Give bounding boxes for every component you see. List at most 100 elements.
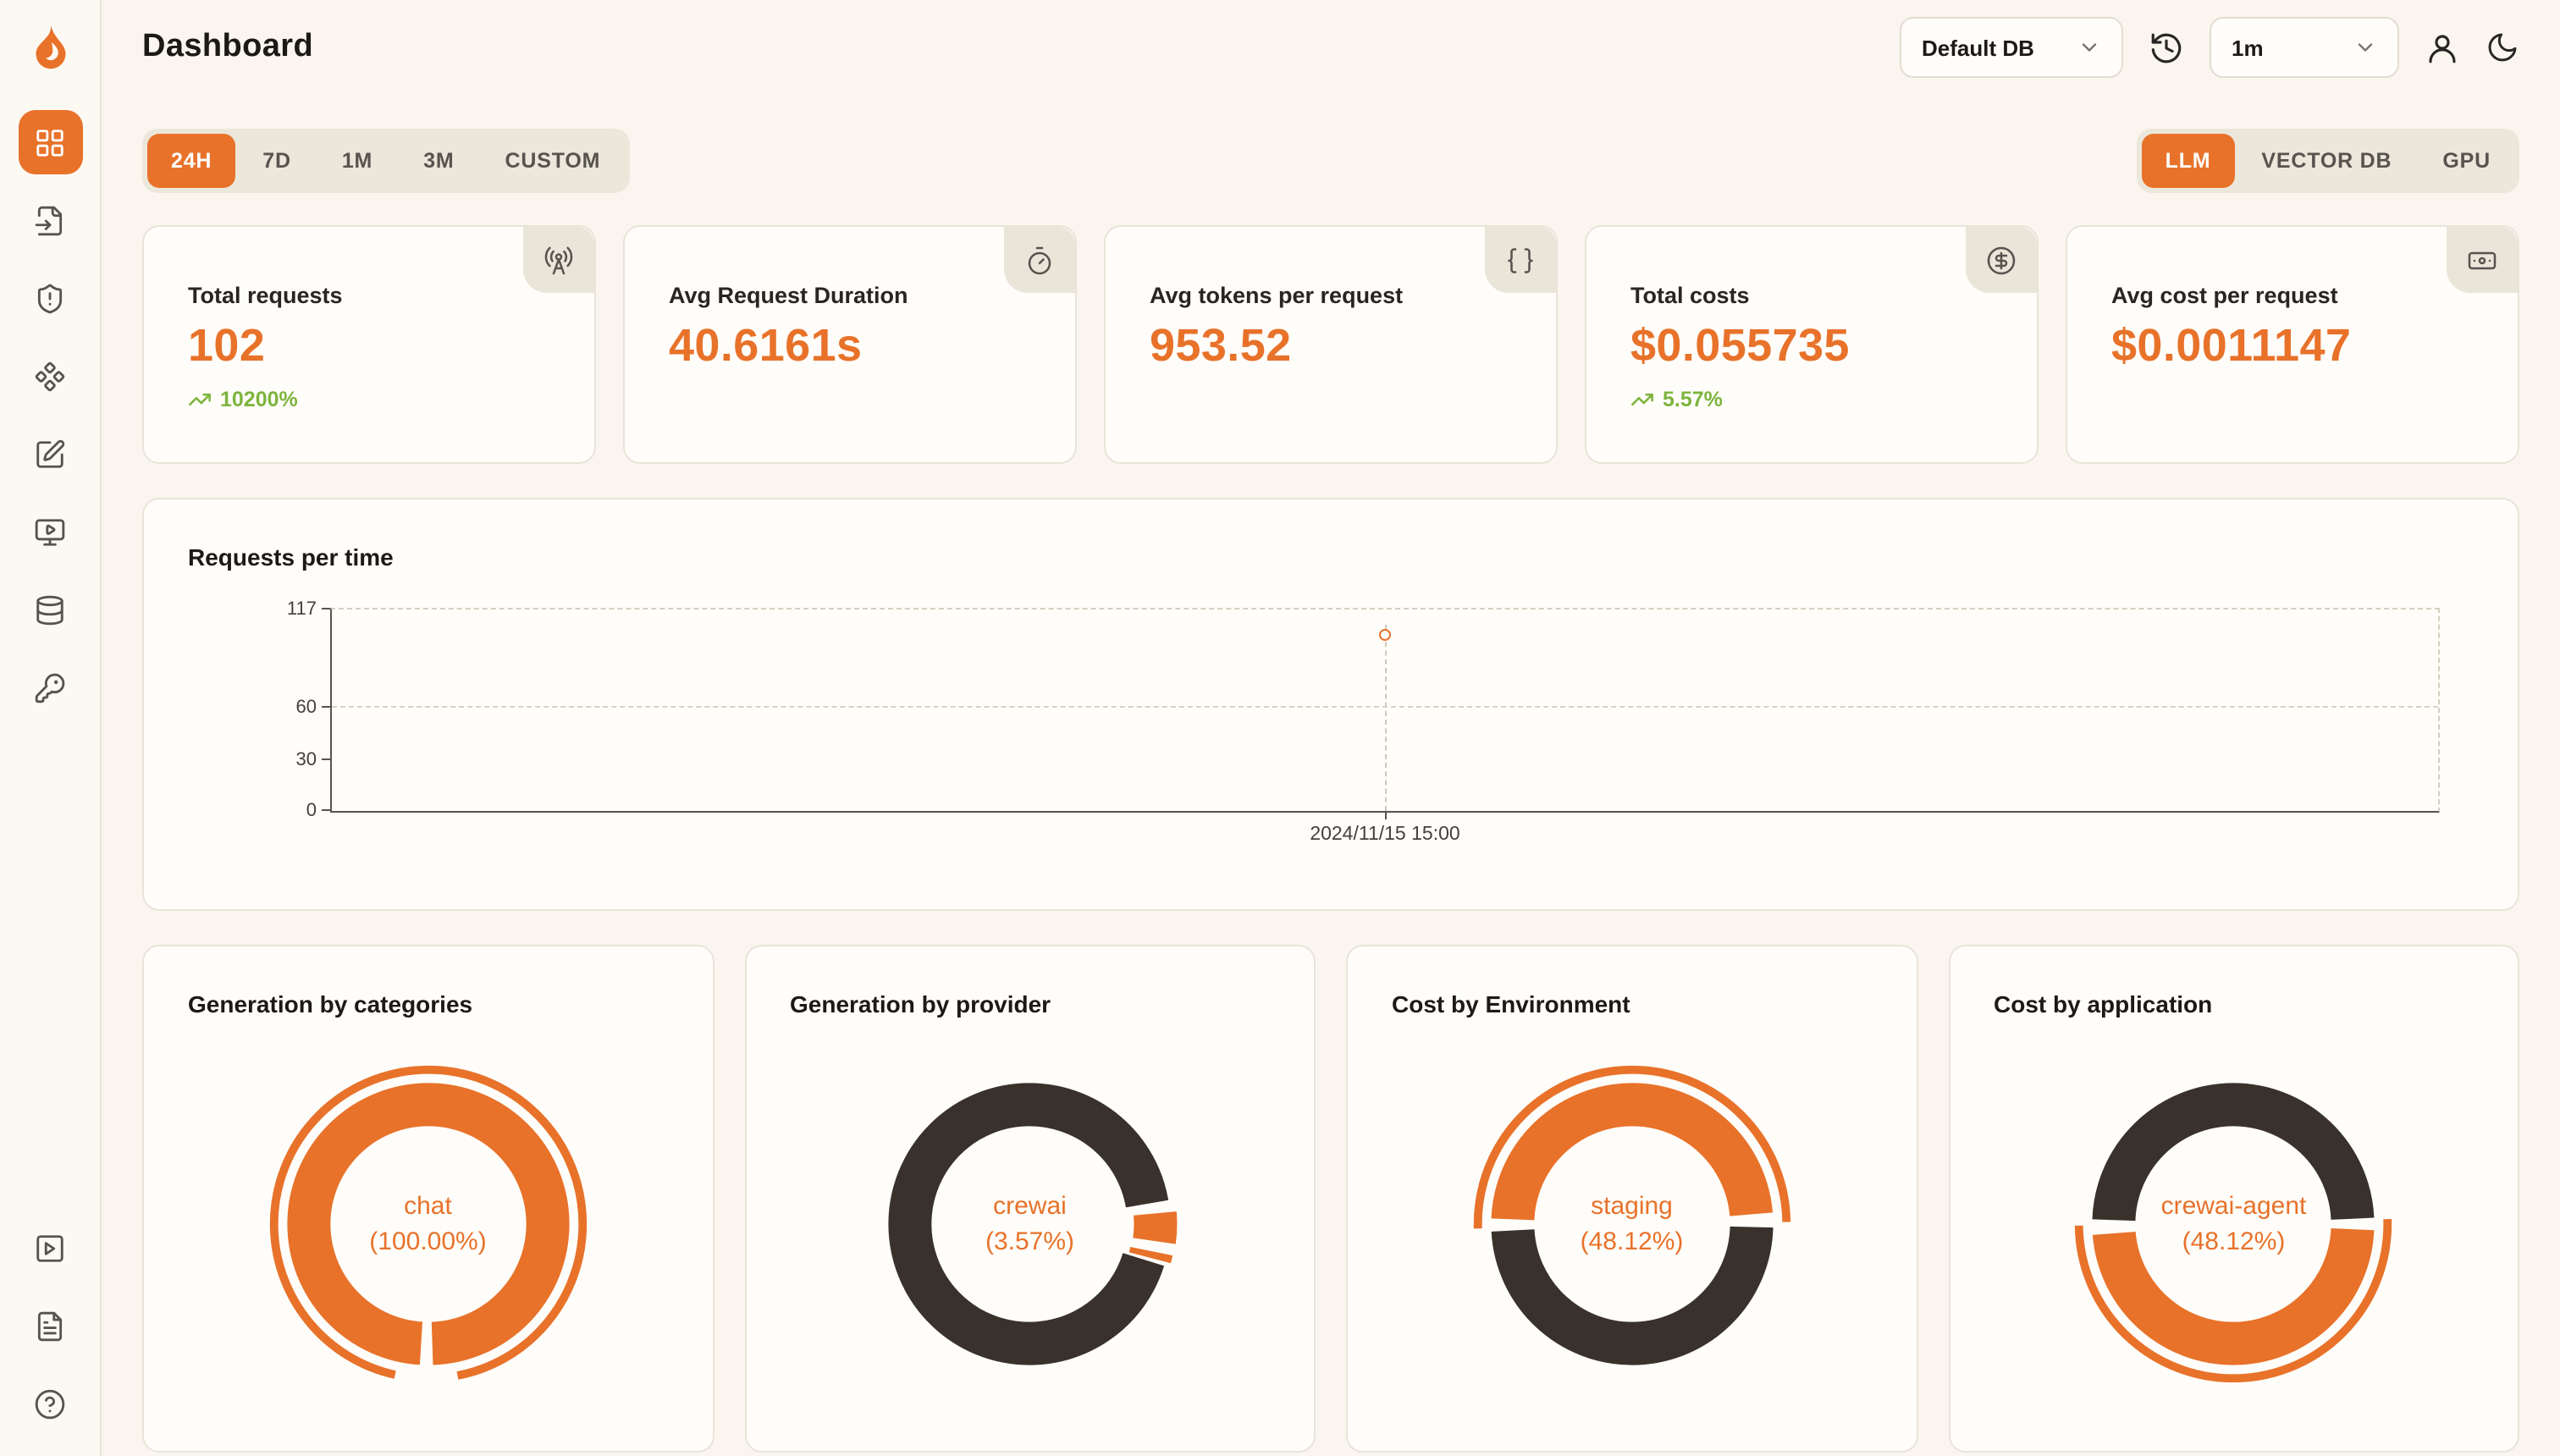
sidebar-item-help[interactable] [18,1371,82,1436]
generation-by-categories-card: Generation by categories chat (100.00%) [142,945,714,1453]
stat-delta: 10200% [188,388,550,411]
cost-by-application-card: Cost by application crewai-agent (48.12%… [1948,945,2519,1453]
environment-donut-chart[interactable]: staging (48.12%) [1466,1058,1798,1390]
sidebar-bottom-nav [18,1216,82,1436]
stat-card-avg-duration: Avg Request Duration 40.6161s [623,225,1077,464]
sidebar-item-getting-started[interactable] [18,1216,82,1280]
top-header: Dashboard Default DB 1m [102,0,2560,95]
generation-by-provider-card: Generation by provider crewai (3.57%) [744,945,1316,1453]
time-range-tabs: 24H 7D 1M 3M CUSTOM [142,129,630,193]
stats-row: Total requests 102 10200% Avg Request Du… [142,225,2519,464]
flame-logo-icon[interactable] [25,22,75,73]
stat-badge [1485,227,1556,293]
stat-card-total-costs: Total costs $0.055735 5.57% [1585,225,2039,464]
x-axis-label: 2024/11/15 15:00 [1310,825,1460,845]
history-icon [2151,32,2182,63]
tab-vector-db[interactable]: VECTOR DB [2261,149,2392,173]
tab-24h[interactable]: 24H [147,134,236,188]
sidebar-item-api-keys[interactable] [18,655,82,720]
sidebar-item-integrations[interactable] [18,344,82,408]
chevron-down-icon [2082,43,2097,52]
help-circle-icon [35,1388,65,1419]
stat-title: Total requests [188,283,343,308]
interval-select-value: 1m [2232,35,2264,60]
moon-icon [2488,33,2517,62]
tab-7d[interactable]: 7D [262,149,291,173]
sidebar-item-prompt-hub[interactable] [18,422,82,486]
page-title: Dashboard [142,29,314,64]
chevron-down-icon [2358,43,2373,52]
sidebar-item-databases[interactable] [18,577,82,642]
sidebar-item-dashboard[interactable] [18,110,82,174]
shield-alert-icon [37,283,63,313]
banknote-icon [2468,251,2497,269]
sidebar-item-docs[interactable] [18,1293,82,1358]
timer-icon [1028,245,1051,274]
braces-icon [1508,247,1533,273]
radio-tower-icon [544,245,573,274]
stat-value: 102 [188,320,266,371]
tab-custom[interactable]: CUSTOM [505,149,601,173]
stat-badge [1004,227,1075,293]
dashboard-content: 24H 7D 1M 3M CUSTOM LLM VECTOR DB GPU [102,95,2560,1456]
file-text-icon [37,1310,63,1341]
stat-value: 40.6161s [669,320,863,371]
stat-badge [1966,227,2037,293]
cost-by-environment-card: Cost by Environment staging (48.12%) [1346,945,1917,1453]
requests-chart-plot[interactable]: 2024/11/15 15:00 0 30 60 117 [287,599,2440,845]
stat-title: Avg cost per request [2111,283,2338,308]
file-input-icon [35,205,63,235]
hover-guideline [1385,625,1387,811]
category-tabs: LLM VECTOR DB GPU [2136,129,2519,193]
database-icon [36,594,63,625]
interval-select[interactable]: 1m [2210,17,2399,78]
key-icon [35,672,65,703]
play-square-icon [36,1234,63,1261]
data-point-marker[interactable] [1379,629,1391,642]
database-select[interactable]: Default DB [1900,17,2123,78]
profile-button[interactable] [2425,30,2460,65]
stat-title: Avg Request Duration [669,283,908,308]
chart-title: Requests per time [188,543,394,571]
requests-per-time-card: Requests per time 2024/11/15 15:00 0 30 60… [142,498,2519,911]
card-title: Cost by application [1994,990,2213,1018]
sidebar-item-exceptions[interactable] [18,266,82,330]
tab-3m[interactable]: 3M [423,149,455,173]
sidebar-item-requests[interactable] [18,188,82,252]
dark-mode-toggle[interactable] [2486,30,2519,64]
card-title: Generation by provider [790,990,1051,1018]
card-title: Cost by Environment [1392,990,1630,1018]
card-title: Generation by categories [188,990,473,1018]
stat-card-avg-tokens: Avg tokens per request 953.52 [1104,225,1558,464]
stat-value: $0.0011147 [2111,320,2352,371]
sidebar-nav [18,110,82,720]
application-donut-chart[interactable]: crewai-agent (48.12%) [2068,1058,2400,1390]
circle-dollar-icon [1987,245,2016,274]
categories-donut-chart[interactable]: chat (100.00%) [262,1058,594,1390]
stat-badge [523,227,594,293]
user-icon [2429,34,2456,63]
refresh-history-button[interactable] [2149,30,2184,65]
stat-value: $0.055735 [1630,320,1850,371]
stat-delta: 5.57% [1630,388,1993,411]
provider-donut-chart[interactable]: crewai (3.57%) [864,1058,1196,1390]
trending-up-icon [189,393,211,406]
tab-llm[interactable]: LLM [2141,134,2235,188]
trending-up-icon [1631,393,1653,406]
sidebar [0,0,102,1456]
header-actions: Default DB 1m [1900,17,2519,78]
donut-row: Generation by categories chat (100.00%) … [142,945,2519,1453]
tab-gpu[interactable]: GPU [2442,149,2491,173]
database-select-value: Default DB [1922,35,2034,60]
tab-1m[interactable]: 1M [341,149,373,173]
sidebar-item-playground[interactable] [18,499,82,564]
stat-card-total-requests: Total requests 102 10200% [142,225,596,464]
stat-value: 953.52 [1150,320,1292,371]
component-icon [35,361,65,391]
monitor-play-icon [35,518,65,545]
stat-title: Total costs [1630,283,1750,308]
layout-grid-icon [36,129,63,156]
square-pen-icon [36,438,65,467]
stat-badge [2447,227,2518,293]
